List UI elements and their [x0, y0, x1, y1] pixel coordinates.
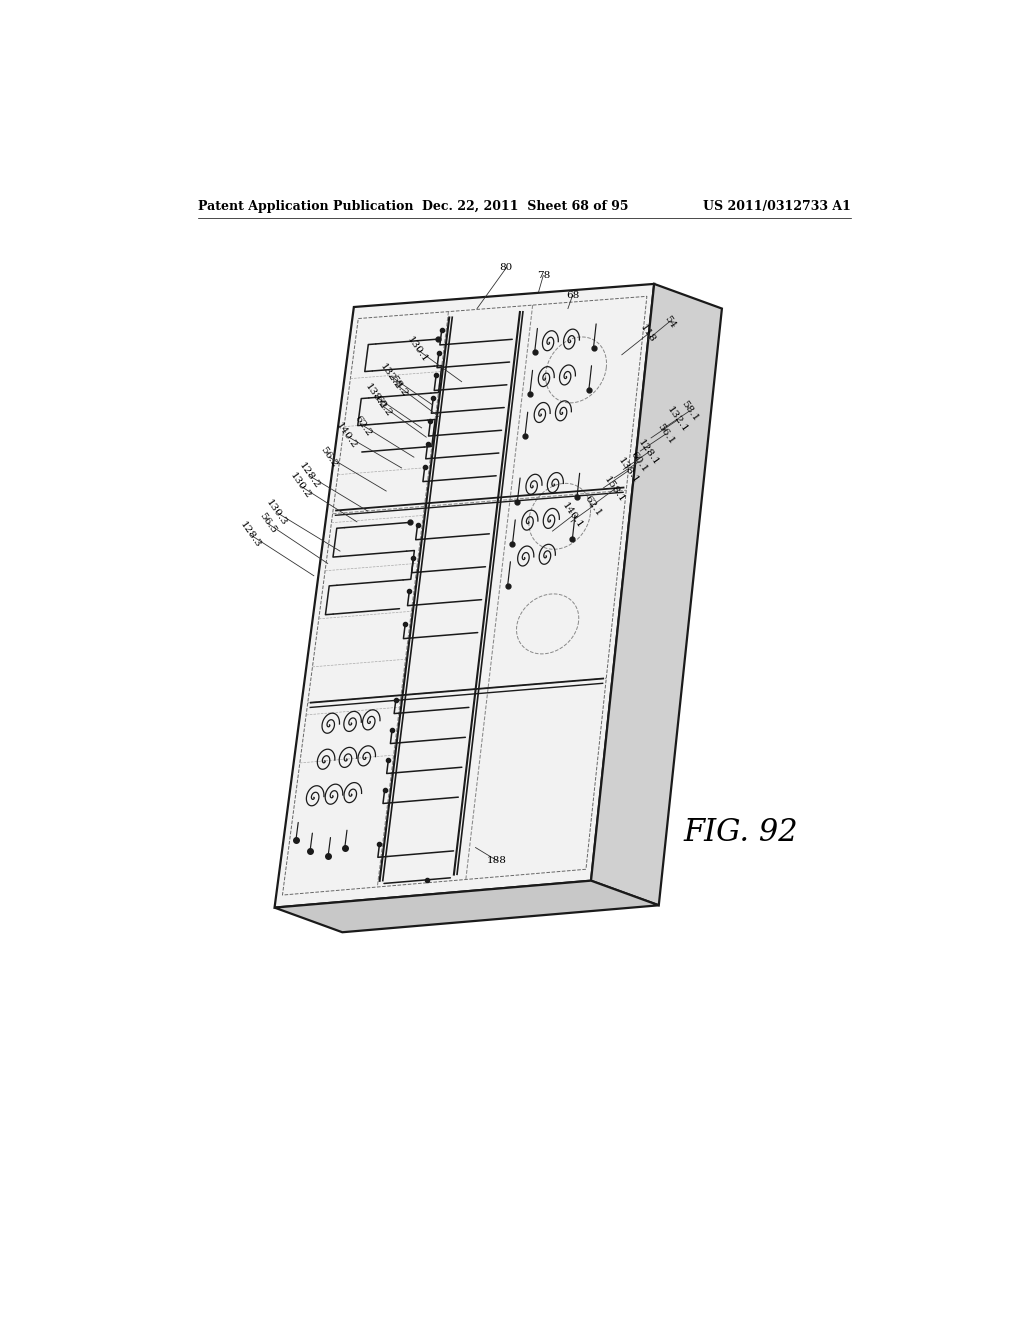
Text: Patent Application Publication: Patent Application Publication [199, 199, 414, 213]
Text: 188: 188 [487, 857, 507, 865]
Text: FIG. 92: FIG. 92 [683, 817, 798, 847]
Text: 62.1: 62.1 [583, 495, 603, 519]
Text: 60.1: 60.1 [629, 450, 649, 474]
Text: 56.2: 56.2 [318, 445, 340, 469]
Text: 132.2: 132.2 [379, 362, 403, 391]
Text: 60.2: 60.2 [373, 395, 393, 418]
Polygon shape [274, 284, 654, 908]
Text: 140.2: 140.2 [334, 421, 358, 450]
Text: 140.1: 140.1 [560, 500, 585, 531]
Text: 130.3: 130.3 [264, 498, 289, 528]
Text: 68: 68 [566, 290, 580, 300]
Text: 158.1: 158.1 [602, 475, 627, 504]
Text: 128.1: 128.1 [636, 438, 660, 467]
Polygon shape [274, 880, 658, 932]
Text: 56.5: 56.5 [257, 511, 278, 536]
Text: 58.1: 58.1 [679, 399, 699, 422]
Text: 58.2: 58.2 [388, 375, 409, 399]
Text: 54: 54 [663, 314, 677, 330]
Text: US 2011/0312733 A1: US 2011/0312733 A1 [703, 199, 851, 213]
Text: 118: 118 [639, 323, 657, 345]
Text: 130.1: 130.1 [404, 334, 429, 364]
Text: 132.1: 132.1 [665, 405, 689, 436]
Text: 62.2: 62.2 [353, 413, 374, 438]
Text: 138.2: 138.2 [364, 381, 388, 411]
Text: 128.3: 128.3 [239, 520, 263, 549]
Text: 128.2: 128.2 [297, 461, 322, 491]
Text: 138.1: 138.1 [615, 457, 640, 486]
Text: 56.1: 56.1 [655, 422, 676, 446]
Polygon shape [591, 284, 722, 906]
Text: 130.2: 130.2 [288, 471, 312, 500]
Text: Dec. 22, 2011  Sheet 68 of 95: Dec. 22, 2011 Sheet 68 of 95 [422, 199, 628, 213]
Text: 80: 80 [500, 263, 513, 272]
Text: 78: 78 [537, 271, 550, 280]
